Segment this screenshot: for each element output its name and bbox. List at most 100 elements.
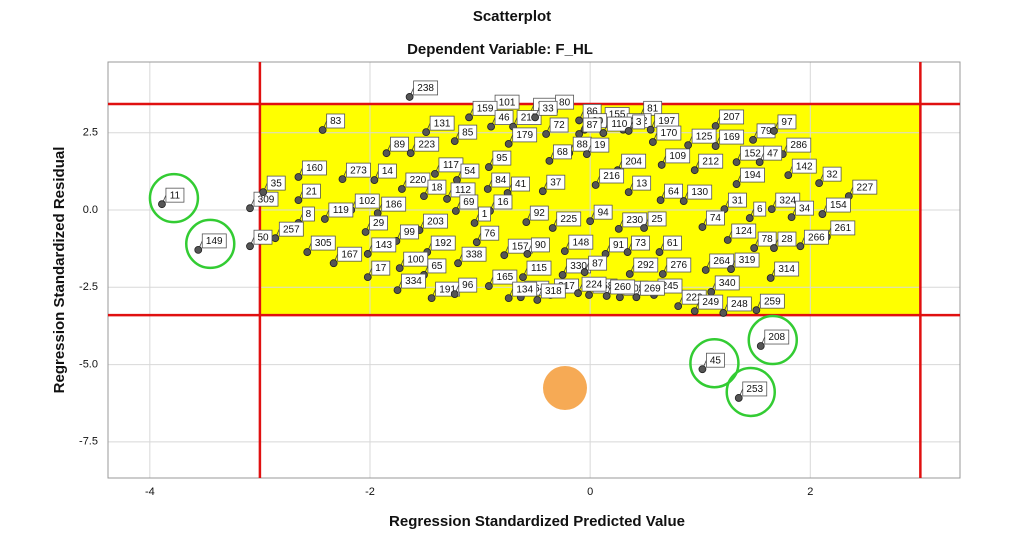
point-label-box <box>480 225 500 241</box>
point <box>422 128 431 137</box>
point-label: 159 <box>477 103 494 114</box>
point-label-box <box>458 277 478 293</box>
point <box>767 205 776 214</box>
point-label-box <box>691 128 717 144</box>
point-label-box <box>337 246 363 262</box>
point-label: 33 <box>543 103 555 114</box>
point-label-box <box>492 269 518 285</box>
point-label: 260 <box>614 282 631 293</box>
point-label-box <box>588 255 608 271</box>
point <box>373 209 382 218</box>
point-label-box <box>390 136 409 152</box>
point-label: 207 <box>723 112 740 123</box>
point-label-box <box>346 162 371 178</box>
point-label-box <box>698 294 724 310</box>
point-label-box <box>278 221 304 237</box>
point-label-box <box>493 194 513 210</box>
point <box>625 270 634 278</box>
point-label-box <box>549 117 569 133</box>
point-label: 238 <box>417 83 434 94</box>
point <box>450 137 459 146</box>
point-label: 208 <box>768 332 785 343</box>
point-label-box <box>633 257 659 273</box>
point <box>756 342 765 350</box>
point-label: 264 <box>713 256 730 267</box>
point <box>656 196 665 205</box>
point-label-box <box>526 260 552 276</box>
point <box>531 113 540 122</box>
point <box>755 158 764 167</box>
point-label: 155 <box>609 110 626 121</box>
point <box>679 197 688 205</box>
point-label: 35 <box>271 178 283 189</box>
point-label: 78 <box>762 234 774 245</box>
point-label: 340 <box>719 278 736 289</box>
point-label: 318 <box>545 286 562 297</box>
point <box>784 171 793 180</box>
point <box>632 293 641 302</box>
y-tick-label: -2.5 <box>79 281 98 293</box>
point-label: 91 <box>613 240 625 251</box>
point-label-box <box>581 276 607 292</box>
point-label-box <box>698 153 724 169</box>
point-label: 86 <box>587 107 599 118</box>
point-label: 266 <box>808 232 825 243</box>
point <box>472 238 481 247</box>
point <box>405 93 414 101</box>
point-label-box <box>632 175 652 191</box>
point-label: 220 <box>410 175 427 186</box>
point <box>363 273 372 282</box>
point <box>787 213 796 222</box>
point-label-box <box>714 275 740 291</box>
point-label-box <box>310 235 336 251</box>
point-label-box <box>511 176 530 192</box>
point-label-box <box>556 211 582 227</box>
point-label: 41 <box>515 179 527 190</box>
point-label-box <box>759 293 785 309</box>
point-label: 99 <box>404 227 416 238</box>
point-label-box <box>791 158 817 174</box>
point-label: 222 <box>686 292 703 303</box>
point-label: 8 <box>306 209 312 220</box>
point <box>406 149 415 158</box>
point-label-box <box>639 280 665 296</box>
point-label: 160 <box>306 163 323 174</box>
point-label: 338 <box>466 249 483 260</box>
highlight-ring <box>725 366 776 418</box>
point-label: 28 <box>781 234 793 245</box>
y-tick-label: -7.5 <box>79 436 98 448</box>
point-label: 169 <box>723 132 740 143</box>
point-label: 134 <box>516 284 533 295</box>
point <box>450 290 459 299</box>
point <box>294 196 303 205</box>
point-label: 154 <box>830 200 847 211</box>
point <box>361 228 370 236</box>
point-label-box <box>709 253 735 269</box>
point <box>533 296 542 304</box>
point-label: 72 <box>554 120 566 131</box>
point-label-box <box>328 202 354 218</box>
point-label: 87 <box>587 120 599 131</box>
point-label-box <box>621 153 647 169</box>
point-label-box <box>731 223 757 239</box>
point-label-box <box>753 201 767 217</box>
point-label-box <box>354 193 380 209</box>
point-label: 97 <box>781 117 793 128</box>
point-label-box <box>413 80 439 96</box>
x-tick-label: 2 <box>807 486 813 498</box>
point-label: 87 <box>592 258 604 269</box>
point-label: 105 <box>628 283 645 294</box>
point <box>443 195 451 203</box>
point-label-box <box>326 113 346 129</box>
point <box>646 125 655 134</box>
point <box>745 214 754 222</box>
point <box>582 150 591 159</box>
point-label-box <box>795 200 814 216</box>
point-label: 74 <box>710 213 722 224</box>
point <box>698 365 707 374</box>
point-label: 186 <box>385 199 402 210</box>
point <box>259 188 268 197</box>
x-axis-title: Regression Standardized Predicted Value <box>389 513 685 530</box>
point-label-box <box>430 235 456 251</box>
point <box>294 173 303 181</box>
